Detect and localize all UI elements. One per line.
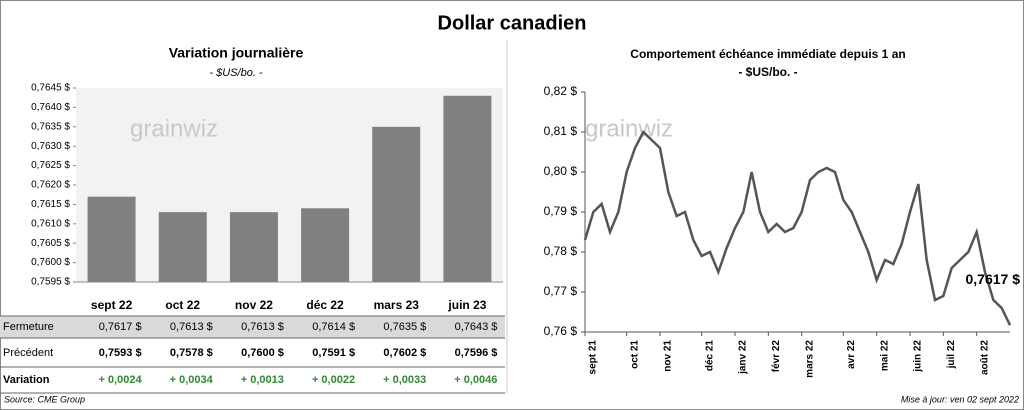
bar (229, 212, 278, 282)
y-tick-label: 0,77 $ (544, 284, 578, 298)
x-tick-label: sept 21 (588, 340, 599, 375)
x-tick-label: déc 22 (306, 298, 344, 312)
table-cell: 0,7602 $ (383, 347, 426, 359)
updated: Mise à jour: ven 02 sept 2022 (901, 394, 1019, 404)
table-cell: 0,7617 $ (99, 321, 142, 333)
x-tick-label: juin 23 (447, 298, 486, 312)
y-tick-label: 0,7610 $ (31, 218, 70, 229)
x-tick-label: juin 22 (913, 340, 924, 373)
y-tick-label: 0,7600 $ (31, 257, 70, 268)
source: Source: CME Group (4, 394, 85, 404)
x-tick-label: mars 23 (374, 298, 420, 312)
x-tick-label: mars 22 (804, 340, 815, 378)
table-cell: + 0,0033 (383, 374, 426, 386)
bar (443, 95, 492, 282)
watermark: grainwiz (130, 115, 218, 142)
table-cell: 0,7643 $ (455, 321, 498, 333)
table-cell: + 0,0013 (241, 374, 284, 386)
y-tick-label: 0,7595 $ (31, 277, 70, 288)
row-label: Variation (3, 374, 50, 386)
bar (87, 196, 136, 282)
table-cell: 0,7596 $ (455, 347, 498, 359)
y-tick-label: 0,7645 $ (31, 83, 70, 94)
y-tick-label: 0,7620 $ (31, 180, 70, 191)
table-cell: + 0,0034 (170, 374, 214, 386)
bar (301, 208, 350, 282)
x-tick-label: oct 21 (629, 340, 640, 369)
row-label: Précédent (3, 347, 53, 359)
y-tick-label: 0,82 $ (544, 84, 578, 98)
y-tick-label: 0,7615 $ (31, 199, 70, 210)
row-shade (0, 316, 505, 338)
table-cell: 0,7613 $ (170, 321, 213, 333)
x-tick-label: avr 22 (846, 340, 857, 369)
chart-title: Variation journalière (169, 45, 304, 61)
x-tick-label: janv 22 (738, 340, 749, 375)
x-tick-label: déc 21 (704, 340, 715, 372)
annotation: 0,7617 $ (966, 271, 1021, 287)
y-tick-label: 0,7630 $ (31, 141, 70, 152)
x-tick-label: août 22 (979, 340, 990, 375)
x-tick-label: févr 22 (771, 340, 782, 373)
y-tick-label: 0,7605 $ (31, 238, 70, 249)
row-label: Fermeture (3, 321, 54, 333)
x-tick-label: nov 22 (235, 298, 273, 312)
y-tick-label: 0,7625 $ (31, 160, 70, 171)
y-tick-label: 0,78 $ (544, 244, 578, 258)
table-cell: + 0,0024 (98, 374, 142, 386)
watermark: grainwiz (585, 115, 673, 142)
y-tick-label: 0,81 $ (544, 124, 578, 138)
y-tick-label: 0,7635 $ (31, 121, 70, 132)
table-cell: 0,7600 $ (241, 347, 284, 359)
x-tick-label: oct 22 (165, 298, 200, 312)
x-tick-label: nov 21 (663, 340, 674, 372)
y-tick-label: 0,79 $ (544, 204, 578, 218)
x-tick-label: mai 22 (879, 340, 890, 372)
table-cell: + 0,0046 (454, 374, 497, 386)
y-tick-label: 0,7640 $ (31, 102, 70, 113)
table-cell: 0,7613 $ (241, 321, 284, 333)
page-title: Dollar canadien (438, 12, 587, 34)
y-tick-label: 0,80 $ (544, 164, 578, 178)
y-tick-label: 0,76 $ (544, 324, 578, 338)
table-cell: 0,7591 $ (312, 347, 355, 359)
table-cell: 0,7593 $ (99, 347, 142, 359)
table-cell: 0,7614 $ (312, 321, 355, 333)
table-cell: 0,7635 $ (383, 321, 426, 333)
chart-subtitle: - $US/bo. - (209, 67, 263, 79)
bar (158, 212, 207, 282)
table-cell: + 0,0022 (312, 374, 355, 386)
bar (372, 126, 421, 282)
chart-title: Comportement échéance immédiate depuis 1… (630, 47, 905, 61)
series-line (583, 129, 1012, 326)
chart-subtitle: - $US/bo. - (738, 65, 797, 79)
plot-area (76, 88, 503, 282)
table-cell: 0,7578 $ (170, 347, 213, 359)
x-tick-label: juil 22 (946, 340, 957, 370)
x-tick-label: sept 22 (91, 298, 133, 312)
